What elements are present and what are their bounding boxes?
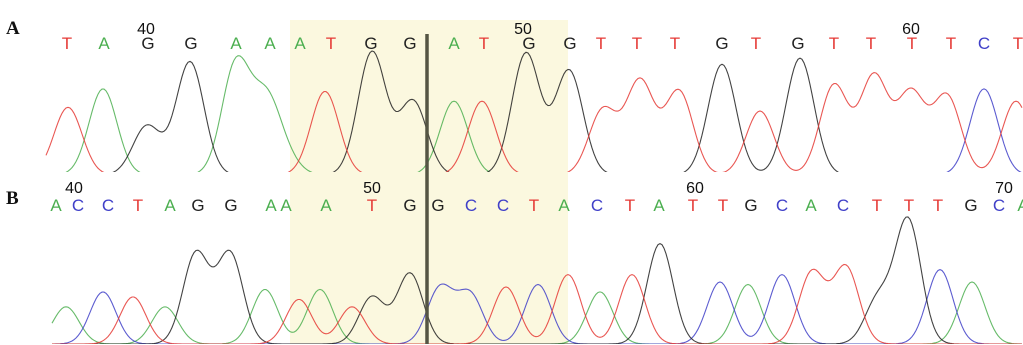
base-call-T: T — [529, 196, 539, 215]
base-call-A: A — [653, 196, 665, 215]
peak-G — [877, 298, 879, 300]
chromatogram-b: B 40 50 60 70A C C T A G G A A A T G G C C T A C T A T T G C A C T T T G C… — [6, 172, 1023, 344]
base-call-A: A — [230, 34, 242, 53]
chromatogram-panel-a: A 40 50 60 T A G G A A A T G G A T G G T T T G T G T T T T C T — [0, 0, 1023, 172]
base-call-T: T — [946, 34, 956, 53]
base-call-G: G — [791, 34, 804, 53]
base-call-G: G — [191, 196, 204, 215]
peak-A — [235, 63, 237, 65]
trace-A — [65, 55, 491, 172]
base-call-A: A — [320, 196, 332, 215]
base-call-T: T — [829, 34, 839, 53]
panel-label: A — [6, 18, 20, 39]
peak-A — [265, 103, 267, 105]
base-call-G: G — [403, 196, 416, 215]
base-call-T: T — [688, 196, 698, 215]
base-call-T: T — [907, 34, 917, 53]
base-call-G: G — [364, 34, 377, 53]
base-call-G: G — [744, 196, 757, 215]
base-call-C: C — [497, 196, 509, 215]
base-call-T: T — [479, 34, 489, 53]
base-call-A: A — [805, 196, 817, 215]
base-call-T: T — [866, 34, 876, 53]
peak-T — [811, 271, 813, 273]
chromatogram-a: A 40 50 60T A G G A A A T G G A T G G T T T G T G T T T T C T — [6, 18, 1023, 172]
chromatogram-panel-b: B 40 50 60 70 A C C T A G G A A A T G G C C T A C T A T T G C A C T T T G C… — [0, 172, 1023, 344]
base-call-T: T — [326, 34, 336, 53]
base-call-A: A — [1017, 196, 1023, 215]
base-call-T: T — [62, 34, 72, 53]
peak-A — [284, 159, 286, 161]
base-call-C: C — [837, 196, 849, 215]
base-call-C: C — [776, 196, 788, 215]
base-call-T: T — [670, 34, 680, 53]
base-call-T: T — [933, 196, 943, 215]
trace-G — [112, 50, 840, 172]
base-call-C: C — [72, 196, 84, 215]
base-call-T: T — [625, 196, 635, 215]
base-call-C: C — [465, 196, 477, 215]
base-call-T: T — [133, 196, 143, 215]
base-call-A: A — [265, 196, 277, 215]
peak-T — [910, 93, 912, 95]
base-call-A: A — [264, 34, 276, 53]
position-label: 60 — [902, 21, 920, 38]
position-label: 40 — [65, 180, 83, 197]
base-call-A: A — [50, 196, 62, 215]
peak-T — [845, 266, 847, 268]
base-call-T: T — [367, 196, 377, 215]
trace-C — [52, 268, 1022, 344]
peak-T — [639, 81, 641, 83]
position-label: 70 — [995, 180, 1013, 197]
position-label: 50 — [514, 21, 532, 38]
trace-T — [52, 263, 1022, 344]
base-call-T: T — [751, 34, 761, 53]
base-call-T: T — [872, 196, 882, 215]
base-call-A: A — [448, 34, 460, 53]
base-call-G: G — [141, 34, 154, 53]
base-call-C: C — [102, 196, 114, 215]
base-call-G: G — [563, 34, 576, 53]
base-call-C: C — [978, 34, 990, 53]
base-call-G: G — [964, 196, 977, 215]
base-call-A: A — [294, 34, 306, 53]
base-call-A: A — [280, 196, 292, 215]
peak-G — [195, 253, 197, 255]
peak-T — [946, 95, 948, 97]
base-call-T: T — [632, 34, 642, 53]
base-call-A: A — [98, 34, 110, 53]
base-call-T: T — [1013, 34, 1023, 53]
base-call-T: T — [718, 196, 728, 215]
panel-label: B — [6, 188, 19, 209]
position-label: 40 — [137, 21, 155, 38]
base-call-C: C — [993, 196, 1005, 215]
trace-G — [52, 216, 1022, 344]
base-call-T: T — [596, 34, 606, 53]
trace-T — [45, 72, 1023, 172]
base-call-G: G — [715, 34, 728, 53]
base-call-G: G — [522, 34, 535, 53]
peak-T — [678, 90, 680, 92]
position-label: 50 — [363, 180, 381, 197]
base-call-A: A — [558, 196, 570, 215]
highlight-region — [290, 20, 568, 172]
base-call-C: C — [591, 196, 603, 215]
peak-G — [229, 253, 231, 255]
peak-T — [873, 76, 875, 78]
base-call-G: G — [184, 34, 197, 53]
peak-G — [907, 219, 909, 221]
base-call-T: T — [904, 196, 914, 215]
position-label: 60 — [686, 180, 704, 197]
base-call-G: G — [224, 196, 237, 215]
base-call-G: G — [403, 34, 416, 53]
peak-T — [602, 109, 604, 111]
base-call-A: A — [164, 196, 176, 215]
base-call-G: G — [431, 196, 444, 215]
